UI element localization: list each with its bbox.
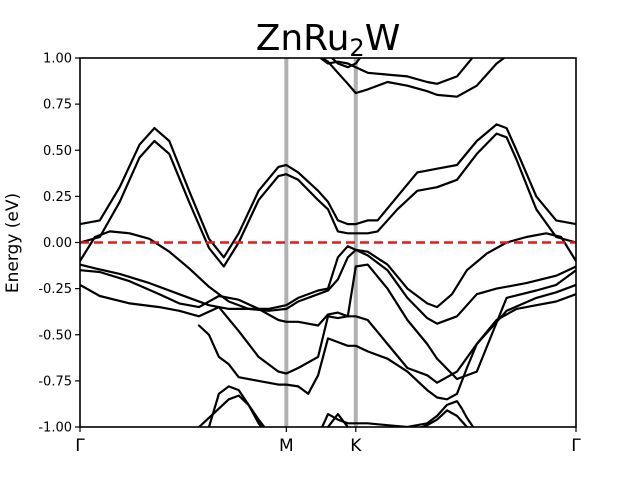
y-tick-label: -0.75 bbox=[38, 374, 72, 389]
kpoint-label: K bbox=[350, 436, 362, 456]
high-symmetry-lines bbox=[284, 58, 358, 427]
y-ticks: 1.00 0.75 0.50 0.25 0.00 -0.25 -0.50 -0.75 -1.00 bbox=[38, 52, 80, 436]
band-lines bbox=[80, 58, 576, 427]
y-tick-label: 0.75 bbox=[43, 98, 72, 113]
band-1 bbox=[80, 132, 576, 268]
band-13 bbox=[330, 58, 362, 69]
title-tail: W bbox=[365, 18, 401, 59]
y-tick-label: 0.00 bbox=[43, 236, 72, 251]
band-11 bbox=[318, 58, 474, 85]
band-12 bbox=[320, 58, 506, 98]
kpoint-label: M bbox=[279, 436, 294, 456]
band-5 bbox=[80, 283, 576, 384]
kpoint-label: Γ bbox=[571, 436, 581, 456]
y-axis-label: Energy (eV) bbox=[3, 193, 23, 293]
band-3 bbox=[80, 245, 576, 325]
band-4 bbox=[80, 263, 576, 381]
title-main: ZnRu bbox=[256, 18, 350, 59]
band-0 bbox=[80, 123, 576, 259]
y-tick-label: -0.25 bbox=[38, 282, 72, 297]
band-9 bbox=[321, 400, 475, 427]
y-tick-label: 1.00 bbox=[43, 52, 72, 67]
y-tick-label: 0.50 bbox=[43, 144, 72, 159]
chart-title: ZnRu2W bbox=[256, 18, 401, 62]
band-6 bbox=[197, 293, 576, 401]
band-8 bbox=[207, 385, 263, 427]
title-subscript: 2 bbox=[349, 34, 364, 62]
kpoint-label: Γ bbox=[75, 436, 85, 456]
y-tick-label: -1.00 bbox=[38, 421, 72, 436]
y-tick-label: -0.50 bbox=[38, 328, 72, 343]
y-tick-label: 0.25 bbox=[43, 190, 72, 205]
band-10 bbox=[326, 409, 469, 427]
band-2 bbox=[80, 230, 576, 312]
